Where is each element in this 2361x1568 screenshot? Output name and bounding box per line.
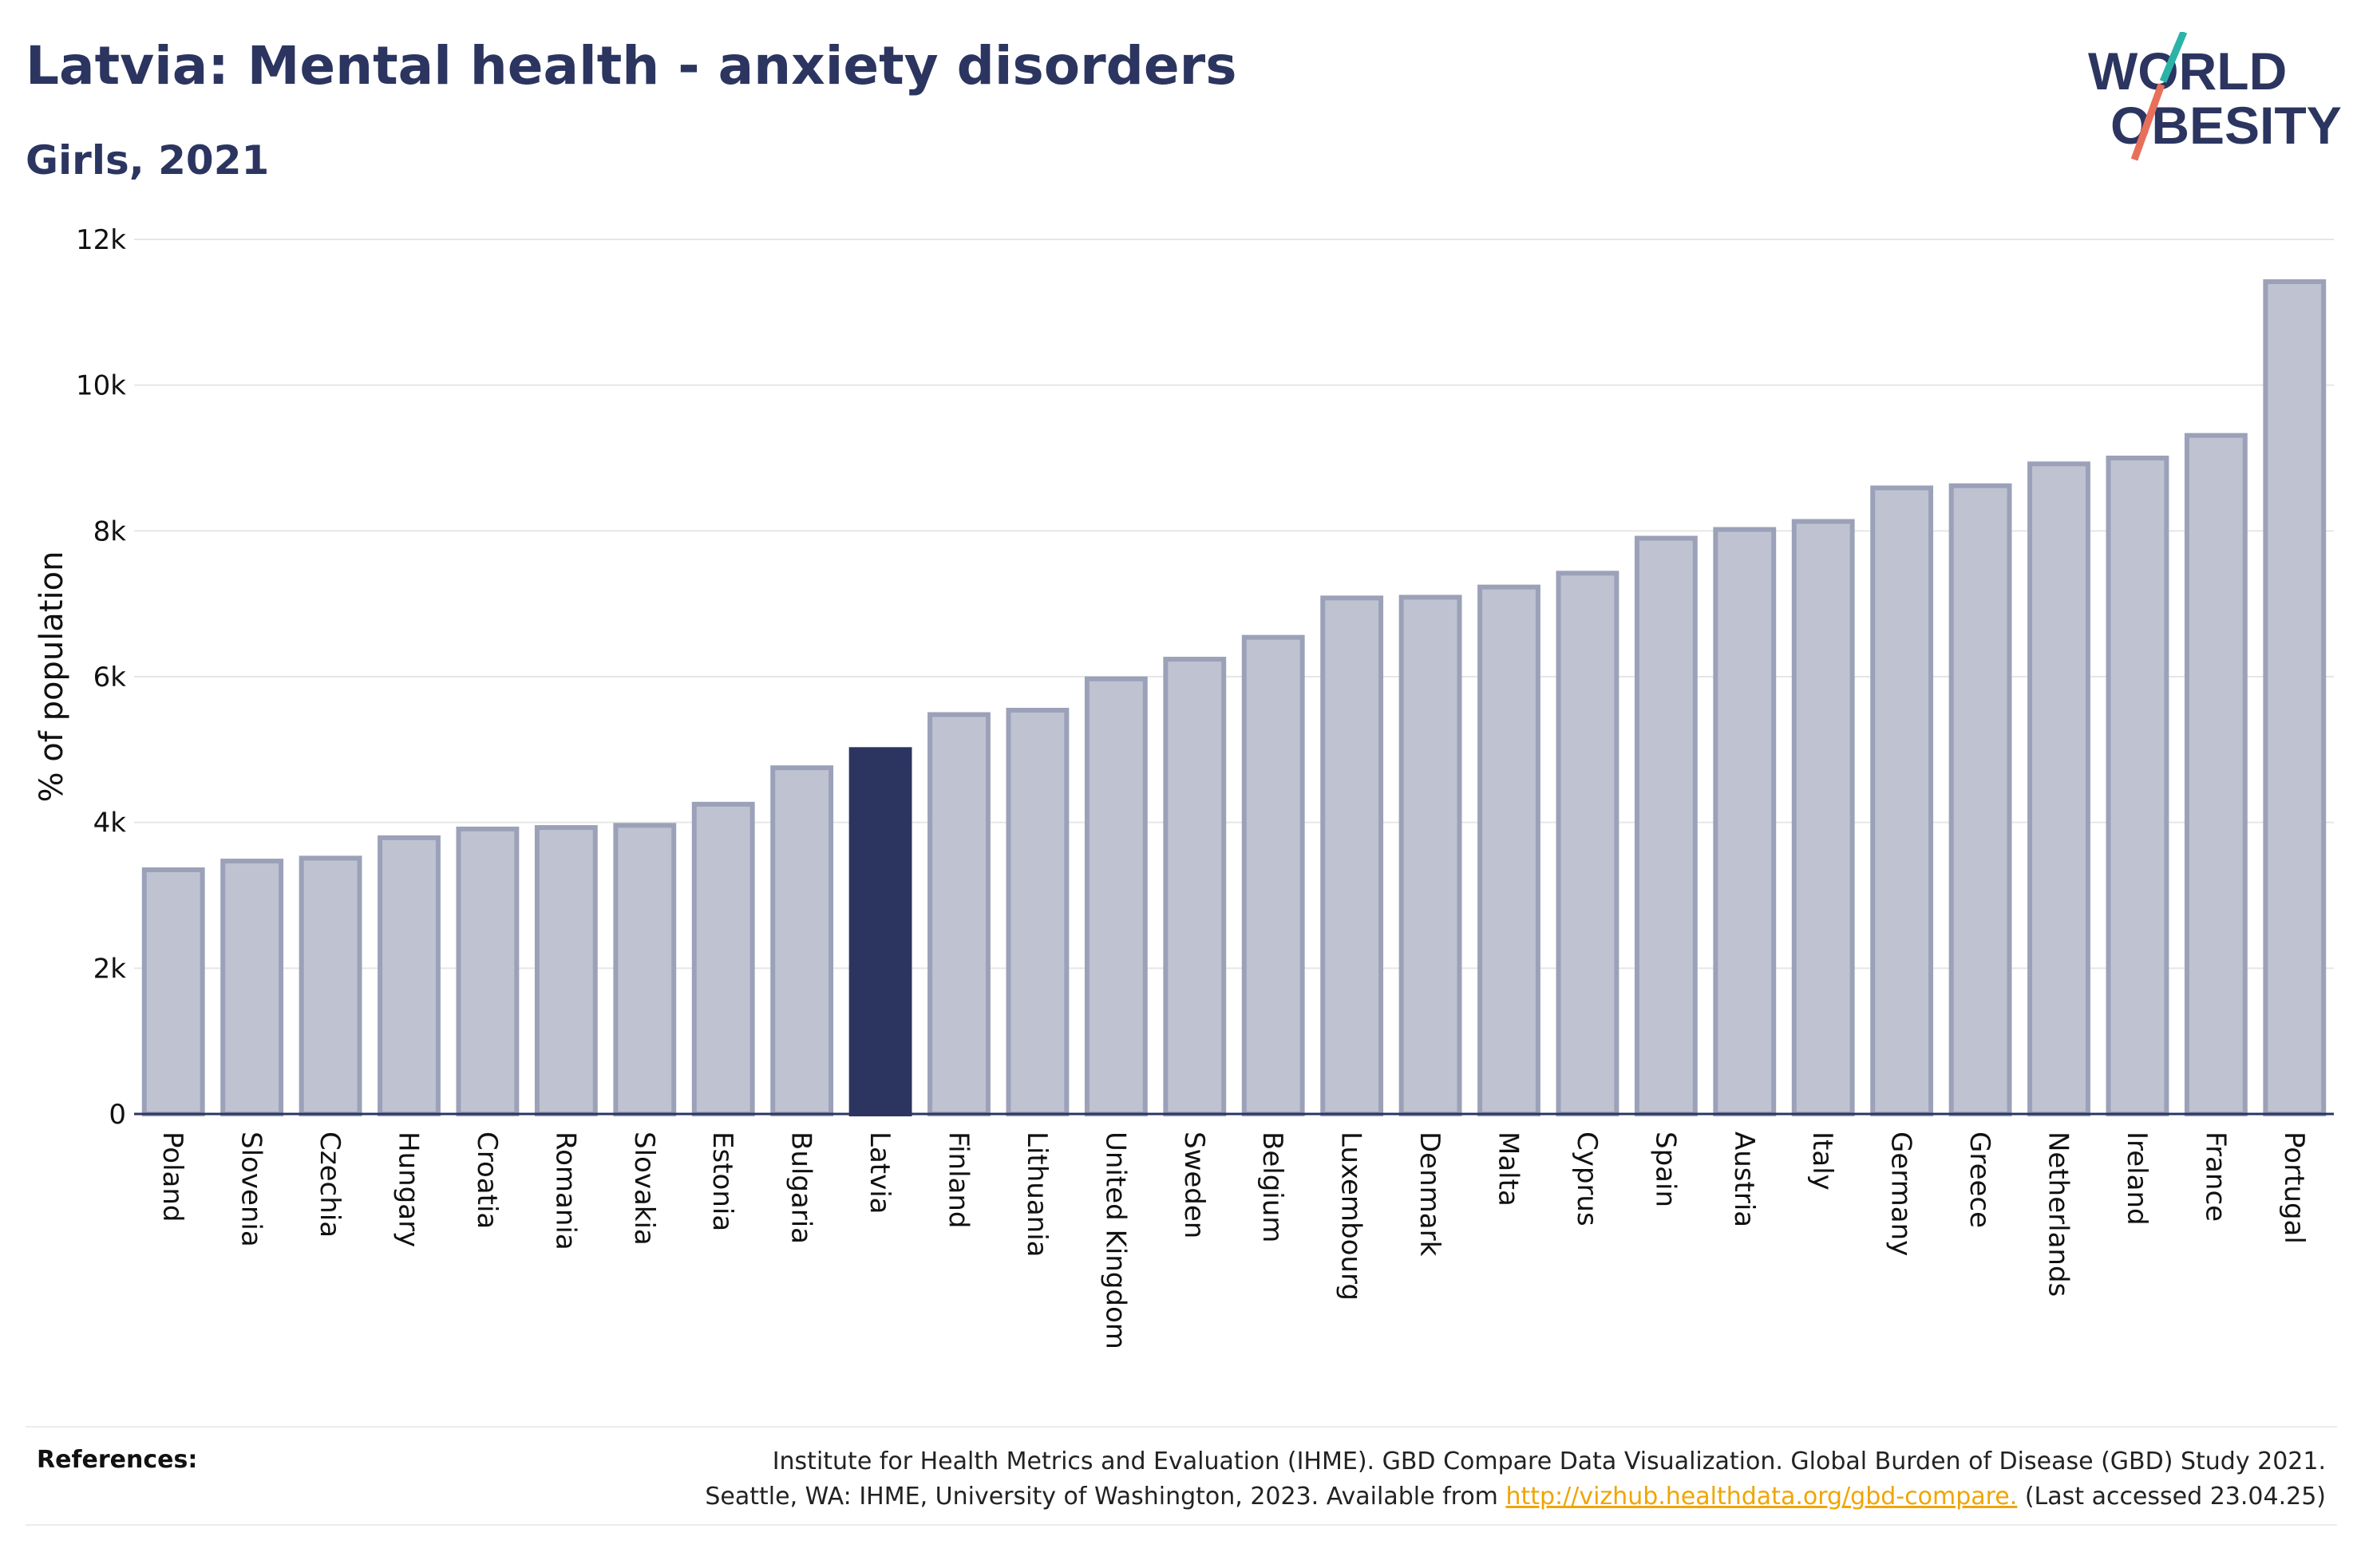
y-tick-label: 8k [93, 515, 127, 547]
x-tick-label: United Kingdom [1099, 1132, 1131, 1349]
x-tick-label: Czechia [314, 1132, 346, 1238]
bar [2263, 278, 2327, 1116]
y-tick-label: 10k [76, 370, 126, 402]
x-tick-label: Italy [1806, 1132, 1838, 1191]
x-tick-label: Croatia [471, 1132, 503, 1229]
bar [1477, 584, 1540, 1116]
x-tick-label: Slovakia [628, 1132, 660, 1246]
y-tick-label: 4k [93, 808, 127, 839]
x-tick-label: Netherlands [2043, 1132, 2074, 1297]
bar [1320, 595, 1384, 1116]
references-text: Institute for Health Metrics and Evaluat… [705, 1444, 2326, 1515]
y-tick-label: 6k [93, 662, 127, 693]
references-line2-prefix: Seattle, WA: IHME, University of Washing… [705, 1483, 1506, 1511]
x-tick-label: Austria [1728, 1132, 1760, 1227]
x-tick-label: Slovenia [235, 1132, 267, 1247]
bar [691, 801, 755, 1116]
logo-coral-slash [2130, 83, 2165, 161]
y-tick-label: 2k [93, 953, 127, 985]
x-tick-label: Luxembourg [1335, 1132, 1367, 1301]
bar [613, 823, 677, 1116]
bar [141, 867, 205, 1116]
world-obesity-logo: WORLD OBESITY [2088, 32, 2342, 161]
bar [1006, 708, 1070, 1116]
x-tick-label: Malta [1493, 1132, 1525, 1207]
x-tick-label: Bulgaria [785, 1132, 817, 1244]
bar [1791, 519, 1855, 1116]
x-tick-label: Denmark [1414, 1132, 1445, 1257]
bar [2184, 432, 2248, 1116]
references-line2-suffix: (Last accessed 23.04.25) [2017, 1483, 2326, 1511]
bar [378, 835, 441, 1116]
bar [1713, 527, 1777, 1116]
x-tick-label: Greece [1964, 1132, 1995, 1228]
x-tick-label: Ireland [2121, 1132, 2153, 1226]
x-tick-label: Cyprus [1571, 1132, 1603, 1226]
references-label: References: [37, 1446, 198, 1474]
bar [2106, 456, 2169, 1116]
bar [1241, 634, 1305, 1116]
bar [1870, 485, 1934, 1116]
references-bottom-rule [26, 1524, 2337, 1526]
x-tick-label: Germany [1885, 1132, 1917, 1256]
bar [848, 747, 912, 1116]
bar-chart: 0 2k 4k 6k 8k 10k 12k % of population Poland Slov… [34, 224, 2334, 1349]
bar [1634, 535, 1698, 1116]
bar [1556, 571, 1619, 1116]
bar [220, 859, 284, 1117]
x-tick-label: Spain [1649, 1132, 1681, 1207]
bar [770, 765, 834, 1117]
bar [456, 826, 520, 1117]
x-tick-label: Sweden [1178, 1132, 1210, 1238]
bar [927, 712, 991, 1116]
references-top-rule [26, 1426, 2337, 1428]
x-tick-label: Hungary [393, 1132, 425, 1247]
x-tick-label: Belgium [1256, 1132, 1288, 1242]
x-tick-label: France [2199, 1132, 2231, 1222]
x-tick-label: Poland [156, 1132, 188, 1222]
bar [1948, 483, 2012, 1116]
bar [1084, 676, 1148, 1116]
x-tick-label: Finland [943, 1132, 975, 1229]
bar [534, 825, 598, 1117]
references-line2: Seattle, WA: IHME, University of Washing… [705, 1479, 2326, 1515]
references-line1: Institute for Health Metrics and Evaluat… [772, 1448, 2326, 1475]
bar [1163, 657, 1227, 1116]
chart-title: Latvia: Mental health - anxiety disorder… [26, 35, 1237, 97]
bar [2027, 461, 2090, 1116]
y-tick-label: 0 [109, 1099, 126, 1131]
logo-teal-slash [2159, 32, 2188, 83]
x-tick-label: Romania [549, 1132, 581, 1250]
references-link[interactable]: http://vizhub.healthdata.org/gbd-compare… [1505, 1483, 2018, 1511]
logo-line1: WORLD [2088, 41, 2287, 101]
x-tick-label: Lithuania [1021, 1132, 1053, 1257]
y-tick-label: 12k [76, 224, 126, 256]
y-axis-label: % of population [34, 551, 70, 803]
chart-subtitle: Girls, 2021 [26, 137, 270, 184]
x-tick-label: Portugal [2278, 1132, 2310, 1244]
bar [299, 855, 362, 1117]
x-tick-label: Latvia [864, 1132, 896, 1215]
x-tick-label: Estonia [706, 1132, 738, 1231]
bar [1398, 594, 1462, 1116]
